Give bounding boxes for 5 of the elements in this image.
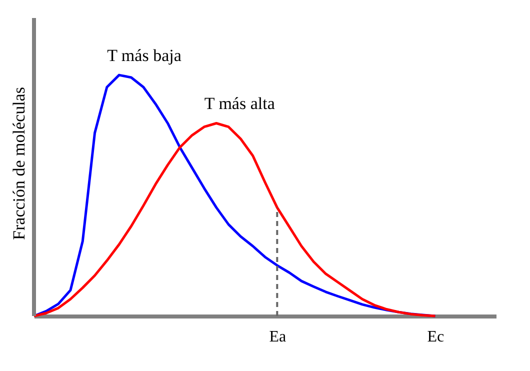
- annotation: T más alta: [204, 94, 276, 114]
- text: T más baja: [107, 46, 182, 66]
- x-tick-label: Ec: [427, 328, 444, 346]
- y-axis-title: Fracción de moléculas: [10, 87, 28, 240]
- x-tick-label: Ea: [269, 328, 286, 346]
